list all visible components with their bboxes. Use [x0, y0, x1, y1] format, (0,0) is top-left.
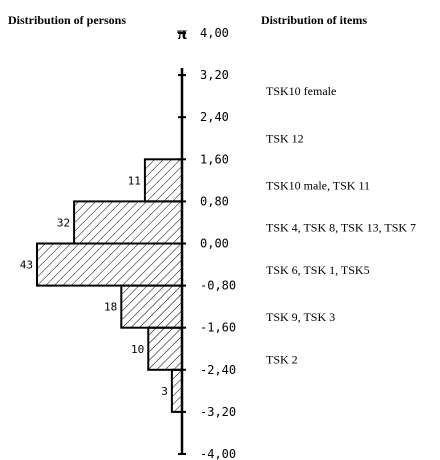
bar-count-labels: 11 32 43 18 10 3 — [20, 174, 168, 398]
histogram-bar — [147, 326, 183, 371]
item-label: TSK 2 — [266, 352, 298, 366]
bar-count-label: 3 — [161, 385, 168, 398]
tick-label: 2,40 — [200, 110, 229, 124]
item-label: TSK 12 — [266, 131, 304, 145]
bar-count-label: 18 — [104, 301, 117, 314]
item-label: TSK10 female — [266, 84, 336, 98]
histogram-bar — [170, 368, 184, 413]
axis-ticks: 4,00 3,20 2,40 1,60 0,80 0,00 -0,80 -1,60 -2,40 -… — [178, 26, 236, 460]
bar-count-label: 10 — [131, 343, 144, 356]
histogram-bar — [143, 158, 184, 203]
tick-label: 3,20 — [200, 68, 229, 82]
tick-label: 4,00 — [200, 26, 229, 40]
histogram-bar — [120, 284, 183, 329]
tick-label: -3,20 — [200, 405, 236, 419]
histogram-bar — [73, 200, 183, 245]
persons-title: Distribution of persons — [8, 13, 126, 27]
tick-label: 0,80 — [200, 194, 229, 208]
item-label: TSK 6, TSK 1, TSK5 — [266, 263, 370, 277]
bar-count-label: 43 — [20, 259, 33, 272]
tick-label: 1,60 — [200, 152, 229, 166]
tick-label: -0,80 — [200, 279, 236, 293]
tick-label: -1,60 — [200, 321, 236, 335]
histogram-bars — [36, 158, 184, 413]
tick-label: -2,40 — [200, 363, 236, 377]
bar-count-label: 11 — [128, 174, 141, 187]
items-title: Distribution of items — [261, 13, 367, 27]
tick-label: 0,00 — [200, 237, 229, 251]
item-label: TSK 4, TSK 8, TSK 13, TSK 7 — [266, 221, 416, 235]
histogram-bar — [36, 242, 183, 287]
item-label: TSK 9, TSK 3 — [266, 310, 335, 324]
item-labels: TSK10 female TSK 12 TSK10 male, TSK 11 TSK … — [266, 84, 416, 366]
tick-label: -4,00 — [200, 447, 236, 460]
bar-count-label: 32 — [57, 216, 70, 229]
item-label: TSK10 male, TSK 11 — [266, 179, 370, 193]
